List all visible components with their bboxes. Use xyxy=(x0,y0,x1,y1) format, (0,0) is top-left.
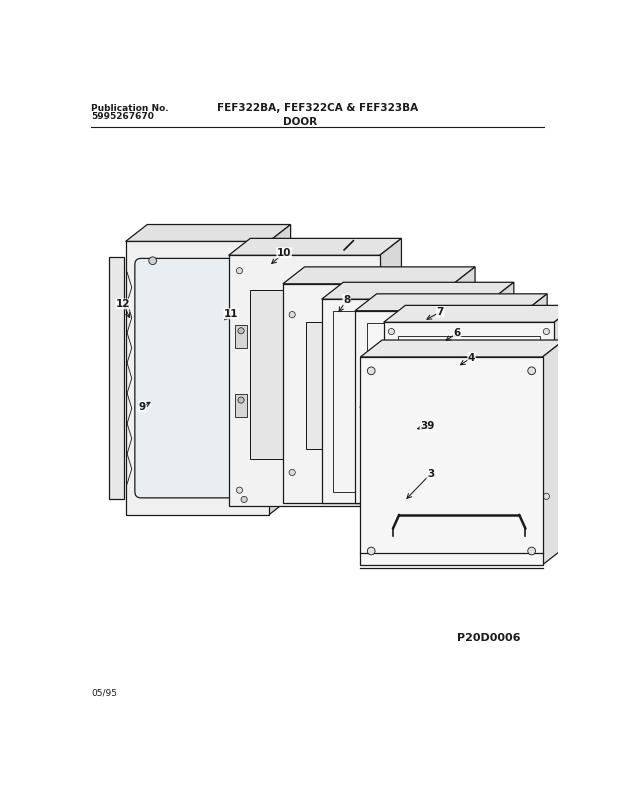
Text: 05/95: 05/95 xyxy=(92,688,117,697)
Text: 12: 12 xyxy=(116,299,130,309)
Text: 10: 10 xyxy=(277,247,291,258)
Polygon shape xyxy=(322,299,492,504)
Circle shape xyxy=(238,397,244,403)
Polygon shape xyxy=(269,224,291,515)
Text: 6: 6 xyxy=(453,328,461,339)
Polygon shape xyxy=(229,255,379,506)
Circle shape xyxy=(388,493,394,500)
Circle shape xyxy=(441,469,447,476)
Circle shape xyxy=(543,493,549,500)
Text: 11: 11 xyxy=(224,308,239,319)
Text: 3: 3 xyxy=(427,469,434,479)
Circle shape xyxy=(367,547,375,555)
Polygon shape xyxy=(379,239,402,506)
Polygon shape xyxy=(283,284,453,504)
Polygon shape xyxy=(492,282,514,504)
Text: Publication No.: Publication No. xyxy=(92,105,169,113)
Polygon shape xyxy=(554,305,576,506)
Polygon shape xyxy=(125,241,269,515)
Polygon shape xyxy=(360,340,564,357)
Bar xyxy=(235,394,247,417)
Polygon shape xyxy=(283,267,475,284)
Circle shape xyxy=(360,404,365,410)
Circle shape xyxy=(289,312,295,318)
Circle shape xyxy=(543,328,549,335)
Circle shape xyxy=(238,328,244,334)
Circle shape xyxy=(236,487,242,493)
Circle shape xyxy=(241,496,247,503)
Circle shape xyxy=(528,547,536,555)
Text: 5995267670: 5995267670 xyxy=(92,112,154,121)
Text: P20D0006: P20D0006 xyxy=(458,633,521,642)
Polygon shape xyxy=(355,294,547,311)
Polygon shape xyxy=(306,322,430,450)
Circle shape xyxy=(366,268,372,274)
Text: 9: 9 xyxy=(139,401,146,412)
Polygon shape xyxy=(355,311,526,504)
Polygon shape xyxy=(542,340,564,565)
Text: 39: 39 xyxy=(420,421,435,431)
Circle shape xyxy=(301,496,307,503)
Polygon shape xyxy=(125,224,291,241)
Polygon shape xyxy=(453,267,475,504)
Polygon shape xyxy=(384,322,554,506)
Polygon shape xyxy=(360,357,542,565)
FancyBboxPatch shape xyxy=(135,259,260,498)
Circle shape xyxy=(367,367,375,374)
Polygon shape xyxy=(250,290,358,459)
Circle shape xyxy=(236,268,242,274)
Bar xyxy=(235,324,247,347)
Polygon shape xyxy=(384,305,576,322)
Polygon shape xyxy=(526,294,547,504)
Text: DOOR: DOOR xyxy=(283,117,317,127)
Polygon shape xyxy=(322,282,514,299)
Circle shape xyxy=(361,496,367,503)
Text: 4: 4 xyxy=(468,353,475,362)
Text: 8: 8 xyxy=(343,295,350,305)
Circle shape xyxy=(366,487,372,493)
Circle shape xyxy=(441,312,447,318)
Circle shape xyxy=(528,367,536,374)
Text: 7: 7 xyxy=(436,307,444,317)
Polygon shape xyxy=(108,257,124,500)
Text: FEF322BA, FEF322CA & FEF323BA: FEF322BA, FEF322CA & FEF323BA xyxy=(217,103,418,113)
Circle shape xyxy=(289,469,295,476)
Polygon shape xyxy=(229,239,402,255)
Circle shape xyxy=(149,257,156,265)
Circle shape xyxy=(388,328,394,335)
